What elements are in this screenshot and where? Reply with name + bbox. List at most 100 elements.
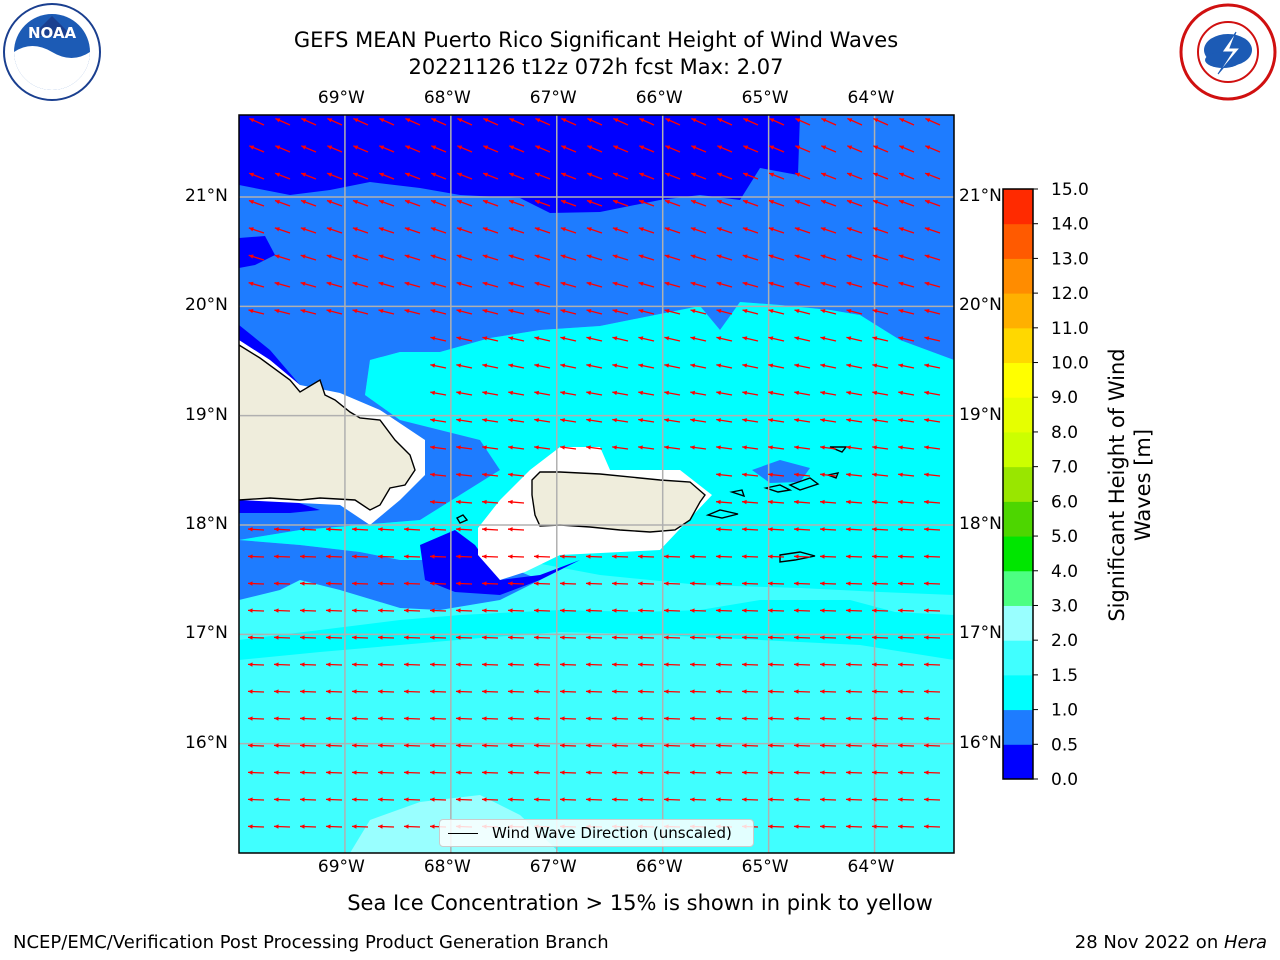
wave-direction-arrow	[767, 554, 785, 559]
wave-direction-arrow	[429, 689, 447, 694]
wave-direction-arrow	[689, 716, 707, 721]
wave-direction-arrow	[559, 608, 577, 613]
wave-direction-arrow	[846, 363, 863, 369]
wave-direction-arrow	[378, 172, 395, 180]
wave-direction-arrow	[429, 797, 447, 802]
wave-direction-arrow	[326, 199, 343, 207]
footer-branch: NCEP/EMC/Verification Post Processing Pr…	[13, 932, 609, 953]
nws-logo	[1179, 3, 1277, 101]
colorbar-tick-label: 0.5	[1051, 735, 1078, 755]
wave-direction-arrow	[586, 145, 603, 153]
wave-direction-arrow	[715, 527, 733, 532]
colorbar-segment	[1003, 466, 1033, 502]
wave-direction-arrow	[559, 770, 577, 775]
wave-direction-arrow	[481, 635, 499, 640]
wave-direction-arrow	[767, 662, 785, 667]
wave-direction-arrow	[845, 716, 863, 721]
lat-label-right: 20°N	[959, 295, 1002, 316]
wave-direction-arrow	[768, 418, 785, 423]
wave-direction-arrow	[742, 472, 759, 477]
wave-direction-arrow	[871, 689, 889, 694]
colorbar-tick-label: 13.0	[1051, 249, 1089, 269]
wave-direction-arrow	[533, 635, 551, 640]
wave-direction-arrow	[898, 499, 915, 505]
wave-direction-arrow	[872, 445, 889, 450]
wave-direction-arrow	[923, 689, 941, 694]
wave-direction-arrow	[429, 554, 447, 559]
wave-direction-arrow	[507, 527, 525, 532]
wave-direction-arrow	[768, 145, 785, 153]
wave-direction-arrow	[689, 770, 707, 775]
wave-direction-arrow	[507, 743, 525, 748]
wave-direction-arrow	[351, 716, 369, 721]
wave-direction-arrow	[871, 743, 889, 748]
wave-direction-arrow	[742, 499, 759, 505]
wave-direction-arrow	[819, 527, 837, 532]
wave-direction-arrow	[611, 635, 629, 640]
wave-direction-arrow	[533, 581, 551, 586]
wave-direction-arrow	[508, 309, 525, 315]
wave-direction-arrow	[923, 608, 941, 613]
wave-direction-arrow	[768, 499, 785, 505]
wave-direction-arrow	[767, 743, 785, 748]
wave-direction-arrow	[924, 281, 941, 288]
wave-direction-arrow	[819, 581, 837, 586]
wave-direction-arrow	[638, 445, 655, 450]
wave-direction-arrow	[299, 635, 317, 640]
wave-direction-arrow	[820, 418, 837, 423]
wave-direction-arrow	[663, 581, 681, 586]
wave-direction-arrow	[794, 227, 811, 234]
wave-direction-arrow	[559, 662, 577, 667]
colorbar-tick-label: 9.0	[1051, 388, 1078, 408]
wave-direction-arrow	[534, 363, 551, 369]
wave-direction-arrow	[248, 227, 265, 234]
wave-direction-arrow	[845, 635, 863, 640]
wave-direction-arrow	[690, 309, 707, 315]
wave-direction-arrow	[249, 117, 265, 126]
wave-direction-arrow	[638, 309, 655, 315]
wave-direction-arrow	[326, 281, 343, 288]
wave-direction-arrow	[534, 145, 551, 153]
wave-direction-arrow	[794, 499, 811, 505]
wave-direction-arrow	[482, 363, 499, 369]
wave-direction-arrow	[820, 336, 837, 342]
wave-direction-arrow	[325, 743, 343, 748]
wave-direction-arrow	[457, 117, 473, 126]
wave-direction-arrow	[898, 145, 915, 153]
colorbar-tick-label: 14.0	[1051, 215, 1089, 235]
chart-title: GEFS MEAN Puerto Rico Significant Height…	[293, 28, 899, 52]
wave-direction-arrow	[925, 117, 941, 126]
wave-direction-arrow	[275, 117, 291, 126]
colorbar-segment	[1003, 189, 1033, 225]
wave-direction-arrow	[845, 824, 863, 829]
wave-direction-arrow	[872, 227, 889, 234]
wave-direction-arrow	[820, 363, 837, 369]
wave-direction-arrow	[560, 199, 577, 207]
lon-label-bottom: 68°W	[423, 857, 471, 877]
wave-direction-arrow	[923, 716, 941, 721]
wave-direction-arrow	[637, 554, 655, 559]
wave-direction-arrow	[845, 554, 863, 559]
wave-direction-arrow	[819, 554, 837, 559]
wave-direction-arrow	[742, 418, 759, 423]
wave-direction-arrow	[897, 824, 915, 829]
wave-direction-arrow	[481, 527, 499, 532]
wave-direction-arrow	[377, 797, 395, 802]
wave-direction-arrow	[794, 445, 811, 450]
wave-direction-arrow	[247, 689, 265, 694]
wave-direction-arrow	[664, 145, 681, 153]
wave-direction-arrow	[508, 499, 525, 505]
wave-direction-arrow	[923, 797, 941, 802]
wave-direction-arrow	[351, 689, 369, 694]
wave-direction-arrow	[404, 172, 421, 180]
wave-direction-arrow	[273, 581, 291, 586]
wave-direction-arrow	[482, 254, 499, 261]
wave-direction-arrow	[923, 743, 941, 748]
wave-direction-arrow	[794, 145, 811, 153]
wave-direction-arrow	[793, 689, 811, 694]
wave-direction-arrow	[663, 689, 681, 694]
wave-direction-arrow	[690, 281, 707, 288]
wave-direction-arrow	[767, 527, 785, 532]
wave-direction-arrow	[585, 635, 603, 640]
wave-direction-arrow	[689, 581, 707, 586]
